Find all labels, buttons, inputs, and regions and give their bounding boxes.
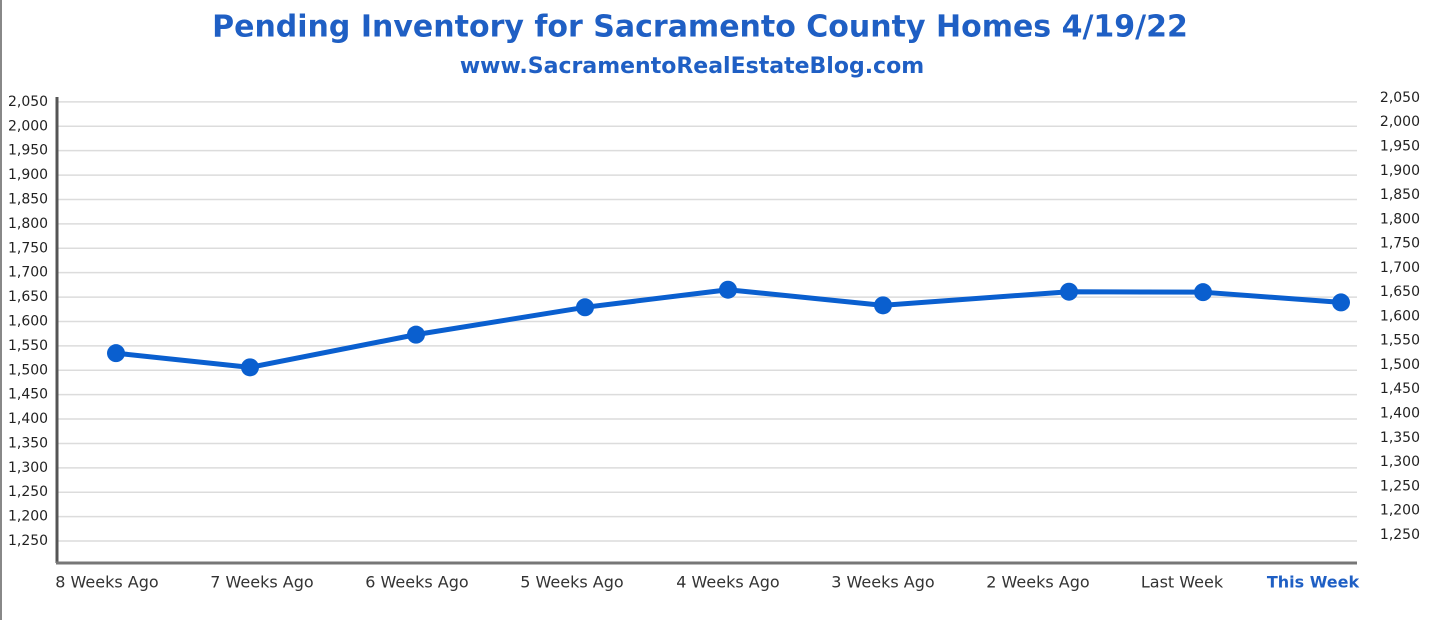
data-point [576, 298, 594, 317]
y-tick-label: 1,650 [8, 289, 48, 305]
y-tick-label: 1,600 [8, 313, 48, 329]
y-tick-label: 1,850 [8, 191, 48, 207]
y-tick-label: 1,750 [8, 240, 48, 256]
y2-tick-label: 1,250 [1380, 478, 1420, 494]
y2-tick-label: 1,300 [1380, 454, 1420, 470]
y2-tick-label: 1,250 [1380, 527, 1420, 543]
chart-subtitle: www.SacramentoRealEstateBlog.com [460, 54, 924, 79]
y2-tick-label: 1,750 [1380, 236, 1420, 252]
x-tick-label: Last Week [1141, 573, 1224, 592]
y2-tick-label: 1,850 [1380, 187, 1420, 203]
x-tick-label: This Week [1267, 573, 1360, 592]
y2-tick-label: 1,550 [1380, 333, 1420, 349]
x-tick-label: 6 Weeks Ago [365, 573, 468, 592]
y2-tick-label: 1,450 [1380, 381, 1420, 397]
y2-tick-label: 1,350 [1380, 430, 1420, 446]
y2-tick-label: 1,500 [1380, 357, 1420, 373]
y-tick-label: 1,300 [8, 460, 48, 476]
y2-tick-label: 1,950 [1380, 139, 1420, 155]
x-tick-label: 2 Weeks Ago [986, 573, 1089, 592]
y2-tick-label: 1,600 [1380, 308, 1420, 324]
x-tick-label: 7 Weeks Ago [210, 573, 313, 592]
data-point [407, 325, 425, 344]
line-series [115, 287, 1342, 370]
y2-tick-label: 1,900 [1380, 163, 1420, 179]
y-tick-label: 1,350 [8, 435, 48, 451]
y-tick-label: 1,500 [8, 362, 48, 378]
y-tick-label: 1,950 [8, 143, 48, 159]
y-tick-label: 1,450 [8, 387, 48, 403]
y-tick-label: 1,800 [8, 216, 48, 232]
y-tick-label: 1,700 [8, 265, 48, 281]
y-tick-label: 1,200 [8, 509, 48, 525]
y2-tick-label: 2,050 [1380, 90, 1420, 106]
data-point [874, 296, 892, 315]
y2-tick-label: 1,800 [1380, 211, 1420, 227]
y-tick-label: 1,900 [8, 167, 48, 183]
data-point [1332, 293, 1350, 312]
y2-tick-label: 1,200 [1380, 503, 1420, 519]
y-tick-label: 1,400 [8, 411, 48, 427]
y2-tick-label: 1,700 [1380, 260, 1420, 276]
y2-tick-label: 1,650 [1380, 284, 1420, 300]
y-tick-label: 2,050 [8, 94, 48, 110]
y-tick-label: 1,250 [8, 533, 48, 549]
data-point [719, 280, 737, 299]
y-tick-label: 1,250 [8, 484, 48, 500]
y2-tick-label: 2,000 [1380, 114, 1420, 130]
y-tick-label: 2,000 [8, 118, 48, 134]
x-tick-label: 4 Weeks Ago [676, 573, 779, 592]
data-point [241, 358, 259, 377]
x-tick-label: 5 Weeks Ago [520, 573, 623, 592]
x-tick-label: 8 Weeks Ago [55, 573, 158, 592]
data-point [107, 344, 125, 363]
x-tick-label: 3 Weeks Ago [831, 573, 934, 592]
data-point [1194, 283, 1212, 302]
data-point [1060, 282, 1078, 301]
y2-tick-label: 1,400 [1380, 405, 1420, 421]
y-tick-label: 1,550 [8, 338, 48, 354]
chart-title: Pending Inventory for Sacramento County … [212, 10, 1188, 45]
